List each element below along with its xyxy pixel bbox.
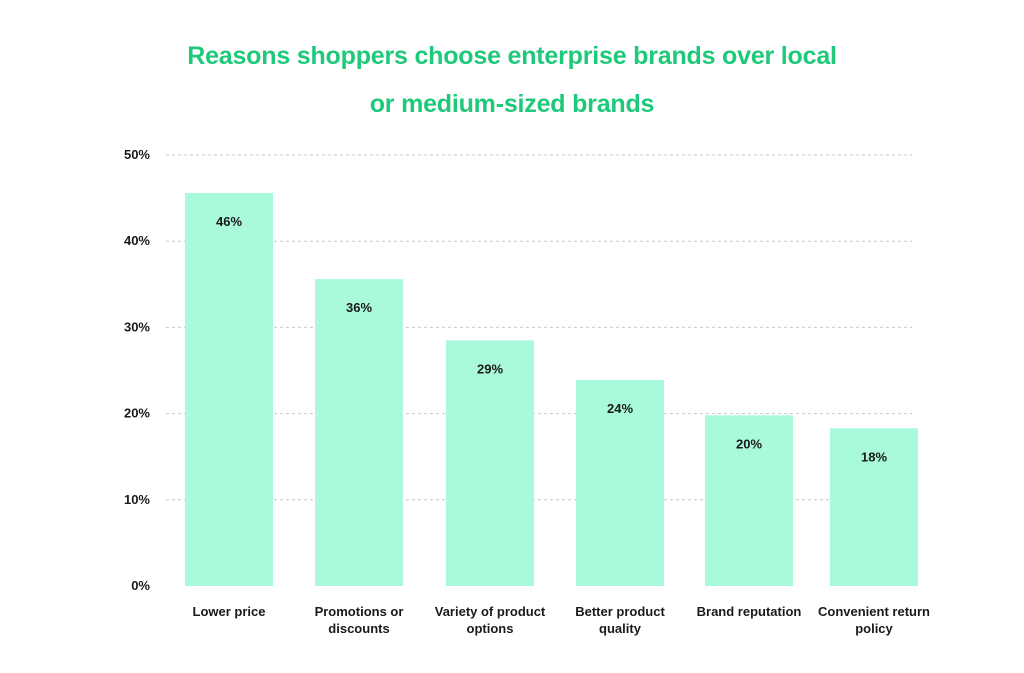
bar bbox=[315, 279, 403, 586]
bar bbox=[705, 415, 793, 586]
x-category-label: Promotions or discounts bbox=[315, 604, 404, 636]
x-category-label-line: Promotions or bbox=[315, 604, 404, 619]
category-labels: Lower price Promotions or discounts Variety… bbox=[193, 604, 931, 636]
value-labels: 46% 36% 29% 24% 20% 18% bbox=[216, 214, 887, 464]
y-tick-label: 50% bbox=[124, 147, 150, 162]
bar bbox=[185, 192, 273, 587]
bar-value-label: 36% bbox=[346, 300, 372, 315]
y-axis-ticks: 0% 10% 20% 30% 40% 50% bbox=[124, 147, 150, 593]
chart-title-line-1: Reasons shoppers choose enterprise brand… bbox=[187, 42, 837, 70]
grid-layer bbox=[166, 154, 912, 501]
bar bbox=[830, 428, 918, 586]
x-category-label-line: quality bbox=[599, 621, 642, 636]
bar-value-label: 20% bbox=[736, 436, 762, 451]
x-category-label: Better product quality bbox=[575, 604, 665, 636]
y-tick-label: 20% bbox=[124, 406, 150, 421]
bar-value-label: 46% bbox=[216, 214, 242, 229]
bar-value-label: 24% bbox=[607, 401, 633, 416]
y-tick-label: 10% bbox=[124, 492, 150, 507]
x-category-label: Variety of product options bbox=[435, 604, 546, 636]
chart-title-line-2: or medium-sized brands bbox=[369, 90, 655, 118]
bar-value-label: 18% bbox=[861, 449, 887, 464]
chart-title: Reasons shoppers choose enterprise brand… bbox=[0, 32, 1024, 128]
y-tick-label: 40% bbox=[124, 233, 150, 248]
x-category-label: Lower price bbox=[193, 604, 266, 619]
y-tick-label: 0% bbox=[131, 578, 150, 593]
x-category-label-line: Convenient return bbox=[818, 604, 930, 619]
x-category-label-line: options bbox=[467, 621, 514, 636]
x-category-label: Convenient return policy bbox=[818, 604, 930, 636]
bars bbox=[185, 192, 918, 587]
x-category-label-line: Variety of product bbox=[435, 604, 546, 619]
x-category-label-line: Lower price bbox=[193, 604, 266, 619]
x-category-label-line: Brand reputation bbox=[697, 604, 802, 619]
bar bbox=[446, 340, 534, 586]
y-tick-label: 30% bbox=[124, 319, 150, 334]
x-category-label-line: policy bbox=[855, 621, 893, 636]
x-category-label: Brand reputation bbox=[697, 604, 802, 619]
x-category-label-line: discounts bbox=[328, 621, 389, 636]
bar bbox=[576, 379, 664, 586]
bar-value-label: 29% bbox=[477, 361, 503, 376]
x-category-label-line: Better product bbox=[575, 604, 665, 619]
